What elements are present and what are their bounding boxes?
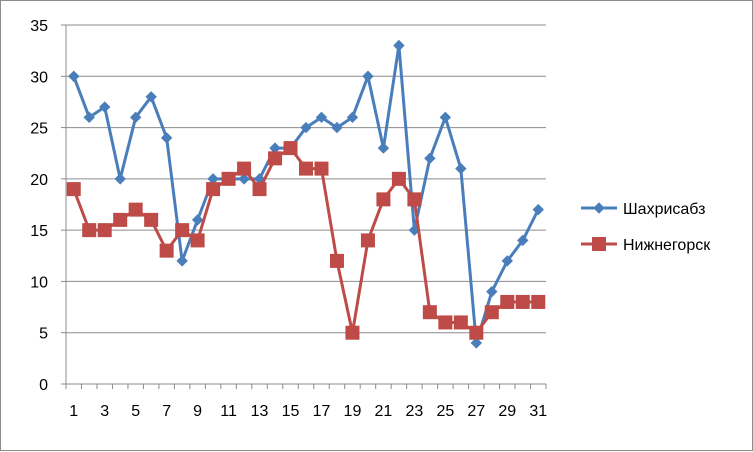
data-point [532,203,544,216]
legend-label: Шахрисабз [623,201,705,218]
data-point [391,171,406,186]
y-tick-label: 15 [30,223,48,240]
y-tick-label: 25 [30,121,48,138]
data-point [190,233,205,248]
data-point [144,212,159,227]
x-tick-label: 3 [100,403,109,420]
series-line [72,44,540,345]
series-layer [66,39,546,349]
x-tick-label: 15 [282,403,300,420]
data-point [175,223,190,238]
y-tick-label: 5 [39,326,48,343]
data-point [145,91,157,103]
data-point [83,111,95,124]
data-point [501,255,513,267]
data-point [68,70,80,82]
data-point [128,202,143,217]
data-point [66,182,81,197]
x-tick-label: 7 [162,403,171,420]
data-point [252,182,267,197]
x-tick-label: 9 [193,403,202,420]
y-tick-label: 30 [30,69,48,86]
x-tick-label: 21 [375,403,393,420]
legend-marker [593,202,605,214]
data-point [191,214,204,226]
data-point [362,70,374,82]
data-point [531,294,546,309]
data-point [237,161,252,176]
data-point [129,111,142,124]
data-point [268,151,283,166]
data-point [407,192,422,207]
gridlines [66,24,546,334]
x-tick-label: 17 [313,403,331,420]
data-point [486,285,498,298]
data-point [299,161,313,176]
data-point [113,212,128,227]
data-point [238,173,250,185]
data-point [393,39,405,52]
legend: Шахрисабз Нижнегорск [581,201,711,254]
x-tick-label: 31 [529,403,547,420]
data-point [97,223,112,238]
data-point [329,253,344,268]
data-point [376,192,391,207]
series-1 [68,39,544,349]
data-point [515,294,530,309]
data-point [315,111,328,124]
data-point [438,315,453,330]
x-tick-label: 29 [498,403,516,420]
y-tick-label: 35 [30,18,48,35]
x-tick-label: 27 [467,403,485,420]
y-tick-label: 10 [30,274,48,291]
legend-label: Нижнегорск [623,237,711,254]
data-point [283,141,298,156]
x-tick-label: 23 [405,403,423,420]
data-point [99,101,111,113]
x-tick-label: 1 [69,403,78,420]
data-point [314,161,329,176]
data-point [221,171,236,186]
data-point [500,294,515,309]
data-point [484,305,499,320]
data-point [422,305,437,320]
data-point [300,121,312,134]
data-point [517,234,529,247]
legend-item-2: Нижнегорск [581,237,711,254]
data-point [360,233,375,248]
data-point [82,223,97,238]
data-point [453,315,468,330]
y-tick-label: 0 [39,377,48,394]
data-point [114,173,126,185]
data-point [331,121,343,134]
x-tick-label: 11 [220,403,237,420]
data-point [176,255,188,267]
data-point [469,325,484,340]
data-point [439,111,452,124]
data-point [424,152,436,165]
x-tick-label: 5 [131,403,140,420]
series-2 [66,141,546,340]
data-point [455,162,467,175]
data-point [206,182,221,197]
x-tick-label: 25 [436,403,454,420]
data-point [159,243,174,258]
legend-item-1: Шахрисабз [581,201,705,218]
x-tick-label: 19 [344,403,362,420]
y-tick-label: 20 [30,172,48,189]
data-point [470,337,483,349]
legend-marker [592,237,606,251]
data-point [377,142,390,154]
data-point [346,111,359,124]
x-tick-label: 13 [251,403,269,420]
data-point [160,132,173,144]
data-point [345,325,360,340]
